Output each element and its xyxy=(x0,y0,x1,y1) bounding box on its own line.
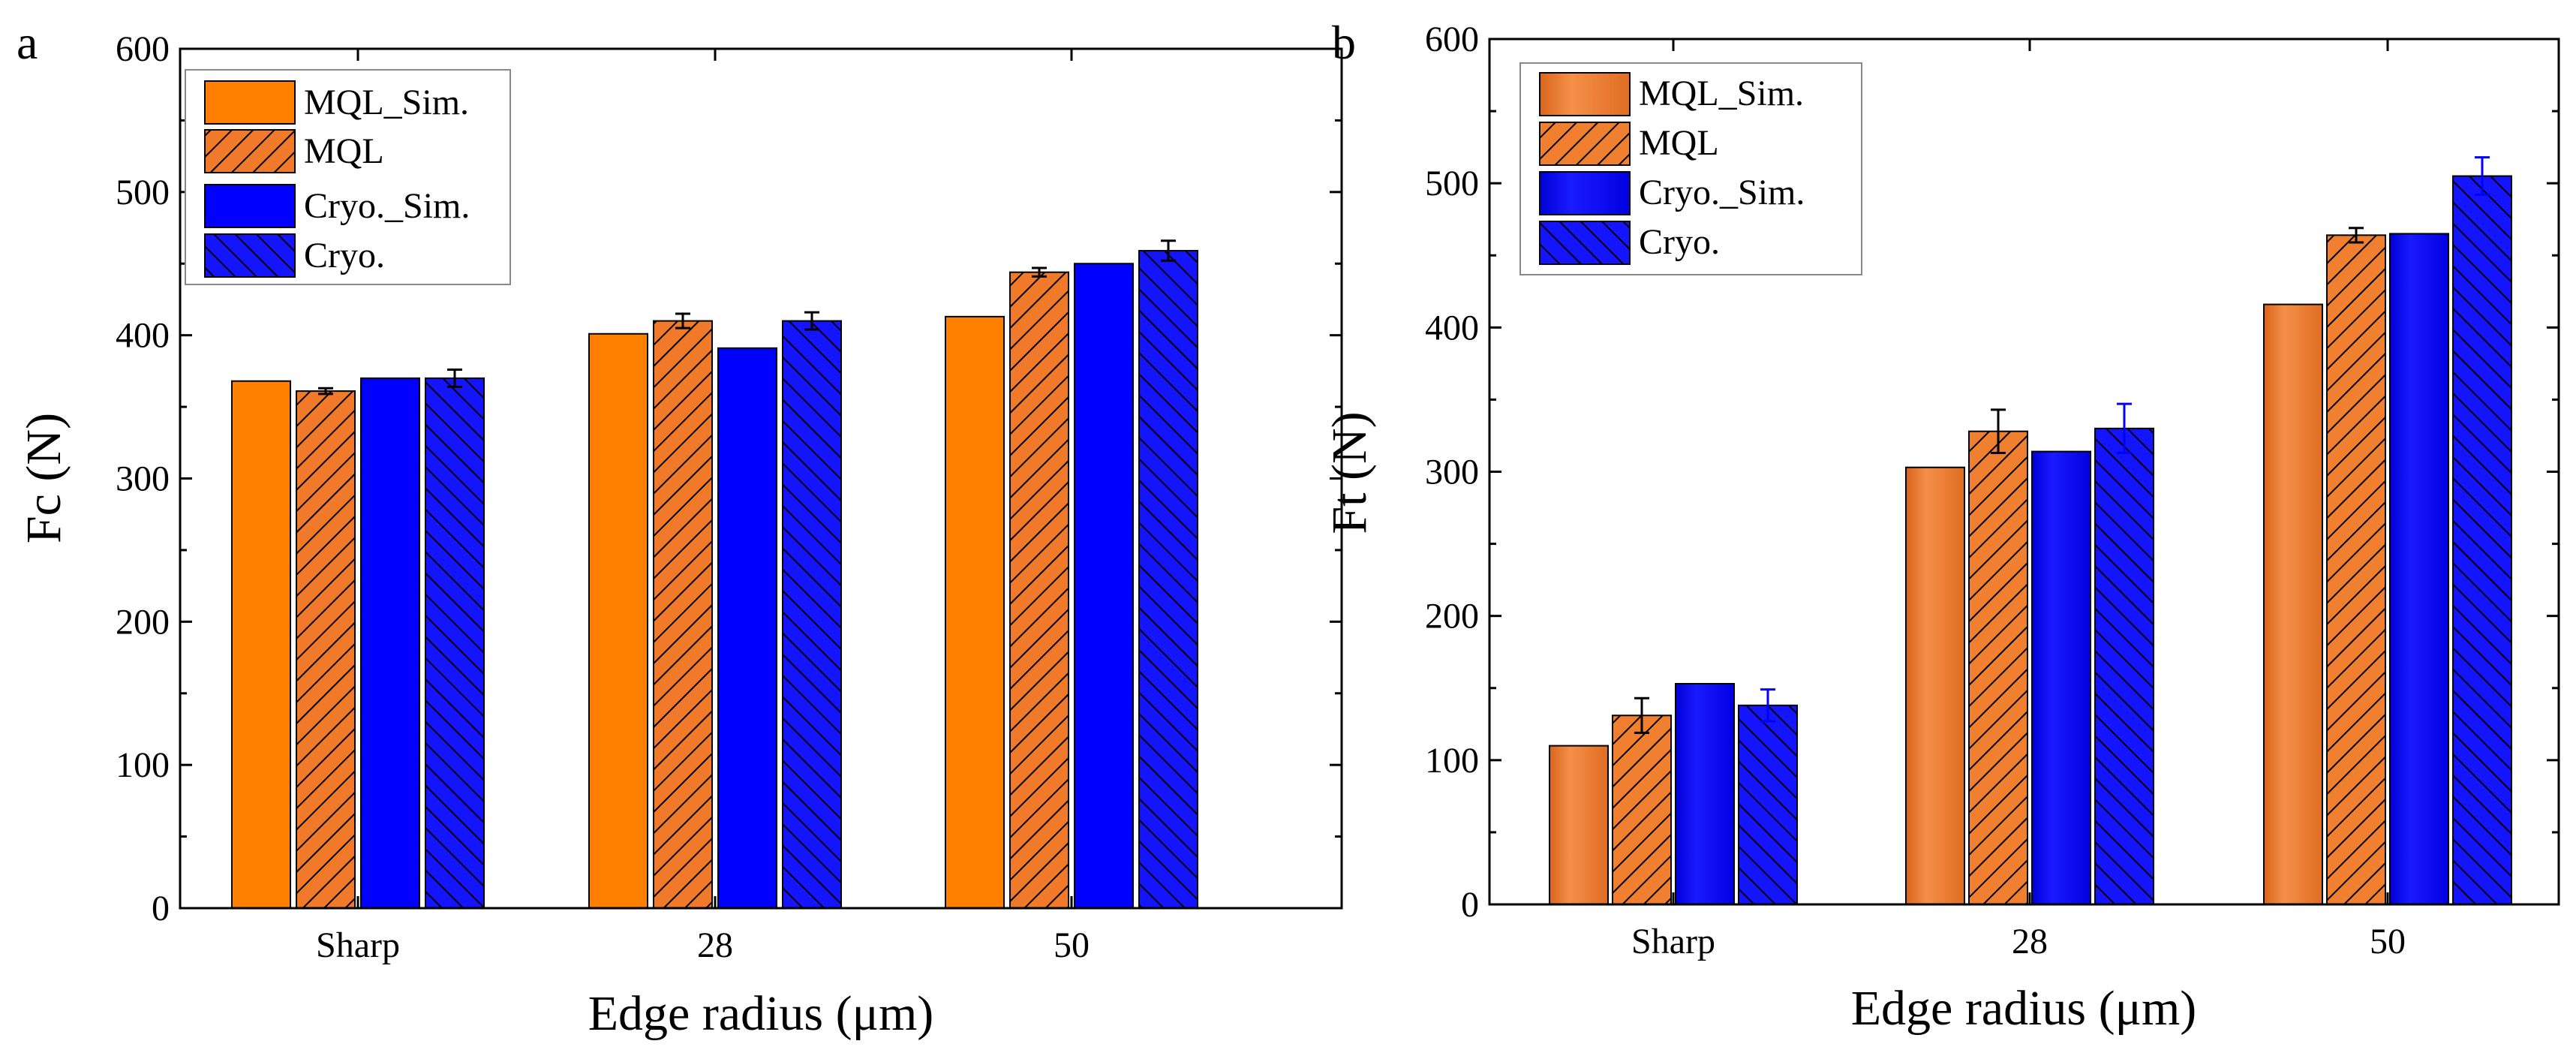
panel-b-legend-swatch-mql-sim xyxy=(1539,72,1631,116)
panel-a-errorbar-cryo-2 xyxy=(1161,239,1176,262)
panel-b-bar-mql_sim-2 xyxy=(2263,303,2323,905)
panel-a-ytick-label: 100 xyxy=(116,745,170,785)
panel-b-ytick-label: 0 xyxy=(1461,885,1479,925)
panel-b-xtick-labels: Sharp 28 50 xyxy=(1631,922,2406,961)
panel-b-legend-label-cryo-sim: Cryo._Sim. xyxy=(1639,173,1805,212)
panel-a-legend-label-cryo-sim: Cryo._Sim. xyxy=(304,186,470,226)
panel-b-bar-cryo-1 xyxy=(2094,427,2154,905)
panel-a-legend-label-mql: MQL xyxy=(304,131,384,171)
panel-a-legend-label-mql-sim: MQL_Sim. xyxy=(304,83,469,122)
panel-b-y-axis-title: Ft (N) xyxy=(1322,411,1377,534)
panel-b-bar-mql-1 xyxy=(1968,430,2028,905)
panel-a-legend: MQL_Sim. MQL Cryo._Sim. Cryo. xyxy=(185,69,511,285)
panel-a-legend-swatch-mql xyxy=(204,129,296,173)
panel-a-bar-cryo_sim-0 xyxy=(360,377,420,909)
panel-a-bar-mql_sim-0 xyxy=(231,380,291,909)
panel-a-errorbar-mql-0 xyxy=(318,387,333,396)
panel-b-bar-cryo_sim-2 xyxy=(2389,233,2449,905)
panel-a-legend-swatch-mql-sim xyxy=(204,80,296,125)
panel-a-bar-mql_sim-2 xyxy=(945,315,1005,909)
panel-a-xtick-labels: Sharp 28 50 xyxy=(316,925,1090,965)
panel-a-bar-cryo_sim-2 xyxy=(1074,263,1134,909)
panel-b-bar-mql-2 xyxy=(2326,234,2386,905)
panel-b-xticks xyxy=(1672,39,2389,904)
panel-a-bar-mql-0 xyxy=(296,390,356,909)
panel-b-ytick-label: 500 xyxy=(1425,164,1479,203)
panel-b-letter: b xyxy=(1332,16,1356,69)
panel-a-legend-label-cryo: Cryo. xyxy=(304,236,385,275)
panel-a-ytick-labels: 0 100 200 300 400 500 600 xyxy=(116,29,170,928)
panel-b-ytick-label: 200 xyxy=(1425,597,1479,636)
panel-a-xticks xyxy=(356,49,1073,908)
panel-b-bar-mql_sim-1 xyxy=(1905,466,1965,905)
panel-b-legend-label-mql: MQL xyxy=(1639,123,1719,163)
chart-panel-b: b 0 100 200 300 400 500 600 Sharp 28 50 Edge rad… xyxy=(1322,16,2560,1036)
panel-b-legend-label-cryo: Cryo. xyxy=(1639,222,1720,262)
panel-b-bars xyxy=(1549,175,2512,905)
panel-b-ytick-label: 100 xyxy=(1425,741,1479,781)
panel-b-xtick-label: 50 xyxy=(2370,922,2406,961)
panel-b-yticks xyxy=(1489,38,2559,906)
panel-b-bar-cryo_sim-1 xyxy=(2031,450,2091,905)
panel-a-error-bars xyxy=(318,239,1176,396)
panel-a-bar-mql-1 xyxy=(653,320,713,910)
panel-b-legend: MQL_Sim. MQL Cryo._Sim. Cryo. xyxy=(1519,62,1862,275)
panel-b-ytick-label: 400 xyxy=(1425,308,1479,347)
panel-a-x-axis-title: Edge radius (μm) xyxy=(588,986,934,1041)
panel-b-errorbar-mql-0 xyxy=(1634,696,1649,734)
panel-b-ytick-labels: 0 100 200 300 400 500 600 xyxy=(1425,20,1479,925)
panel-b-bar-cryo-2 xyxy=(2452,175,2512,905)
panel-b-legend-swatch-cryo xyxy=(1539,221,1631,265)
panel-a-ytick-label: 400 xyxy=(116,316,170,356)
panel-b-xtick-label: 28 xyxy=(2012,922,2048,961)
panel-a-letter: a xyxy=(17,16,38,69)
chart-panel-a: a 0 100 200 300 400 500 600 Sharp 28 50 Edge rad… xyxy=(17,16,1343,1041)
panel-b-bar-mql-0 xyxy=(1612,715,1672,905)
panel-a-bar-cryo-1 xyxy=(782,320,842,910)
panel-b-bar-cryo-0 xyxy=(1738,704,1798,905)
panel-b-x-axis-title: Edge radius (μm) xyxy=(1851,981,2197,1036)
panel-a-legend-swatch-cryo xyxy=(204,233,296,278)
panel-b-errorbar-mql-2 xyxy=(2349,227,2364,244)
panel-a-xtick-label: 50 xyxy=(1054,925,1090,965)
panel-b-ytick-label: 600 xyxy=(1425,20,1479,59)
panel-a-errorbar-mql-1 xyxy=(675,312,690,329)
panel-b-bar-mql_sim-0 xyxy=(1549,745,1609,905)
panel-a-y-axis-title: Fc (N) xyxy=(17,413,71,543)
panel-b-errorbar-cryo-2 xyxy=(2475,156,2490,197)
panel-a-bar-cryo-0 xyxy=(425,377,485,909)
panel-a-ytick-label: 500 xyxy=(116,173,170,212)
panel-a-bar-cryo-2 xyxy=(1138,250,1198,909)
panel-a-bar-mql-2 xyxy=(1009,271,1069,909)
panel-a-errorbar-cryo-0 xyxy=(447,368,462,388)
panel-a-bar-mql_sim-1 xyxy=(588,332,648,909)
panel-a-ytick-label: 600 xyxy=(116,29,170,69)
panel-b-errorbar-mql-1 xyxy=(1991,408,2006,455)
panel-b-errorbar-cryo-1 xyxy=(2117,402,2132,455)
panel-b-errorbar-cryo-0 xyxy=(1760,688,1775,723)
panel-a-xtick-label: 28 xyxy=(697,925,733,965)
panel-a-errorbar-cryo-1 xyxy=(804,311,819,331)
panel-b-error-bars xyxy=(1634,156,2490,734)
panel-a-bar-cryo_sim-1 xyxy=(717,347,777,909)
panel-b-ytick-label: 300 xyxy=(1425,453,1479,492)
panel-b-bar-cryo_sim-0 xyxy=(1675,682,1735,905)
panel-a-bars xyxy=(231,250,1198,910)
panel-b-legend-swatch-mql xyxy=(1539,122,1631,166)
panel-a-errorbar-mql-2 xyxy=(1032,266,1047,278)
panel-b-legend-label-mql-sim: MQL_Sim. xyxy=(1639,74,1804,113)
panel-a-ytick-label: 200 xyxy=(116,602,170,642)
panel-a-yticks xyxy=(180,47,1342,910)
panel-a-ytick-label: 0 xyxy=(152,889,170,928)
panel-b-legend-swatch-cryo-sim xyxy=(1539,171,1631,215)
panel-a-legend-swatch-cryo-sim xyxy=(204,184,296,228)
panel-b-xtick-label: Sharp xyxy=(1631,922,1715,961)
panel-a-ytick-label: 300 xyxy=(116,459,170,499)
panel-a-xtick-label: Sharp xyxy=(316,925,400,965)
